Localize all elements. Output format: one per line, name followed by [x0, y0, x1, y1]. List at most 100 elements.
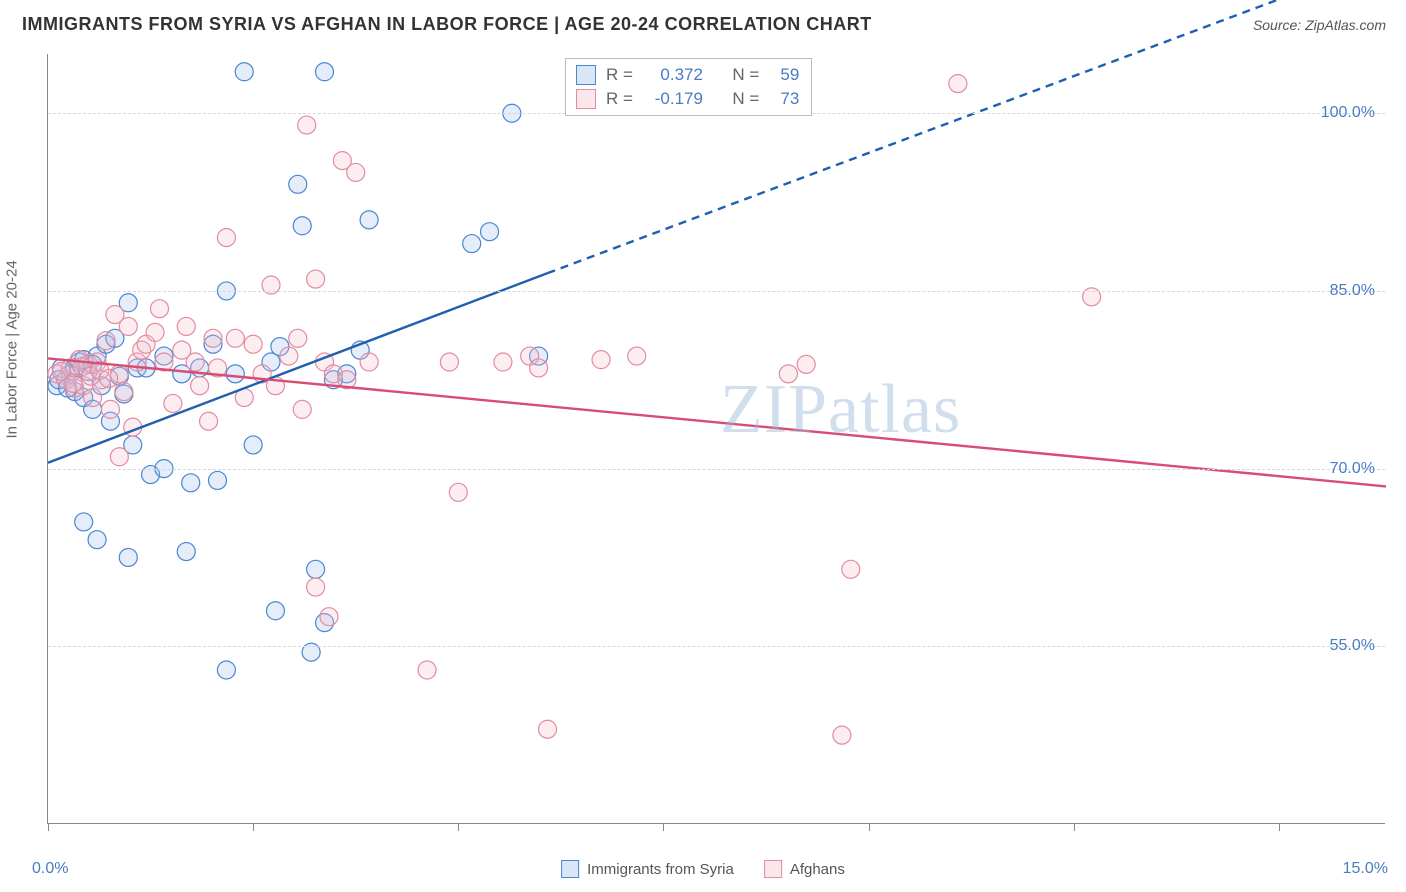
- corr-n-label: N =: [732, 89, 759, 109]
- legend-swatch: [576, 89, 596, 109]
- scatter-point: [217, 229, 235, 247]
- scatter-point: [217, 661, 235, 679]
- scatter-point: [226, 365, 244, 383]
- scatter-point: [307, 578, 325, 596]
- scatter-point: [84, 389, 102, 407]
- y-tick-label: 55.0%: [1330, 637, 1375, 655]
- gridline-h: [48, 646, 1385, 647]
- legend-swatch: [576, 65, 596, 85]
- scatter-point: [530, 359, 548, 377]
- scatter-point: [293, 217, 311, 235]
- corr-n-value: 59: [769, 65, 799, 85]
- chart-title: IMMIGRANTS FROM SYRIA VS AFGHAN IN LABOR…: [22, 14, 872, 35]
- scatter-point: [298, 116, 316, 134]
- scatter-point: [266, 602, 284, 620]
- corr-r-value: 0.372: [643, 65, 703, 85]
- scatter-point: [97, 332, 115, 350]
- scatter-point: [186, 353, 204, 371]
- x-tick: [1279, 823, 1280, 831]
- legend-label: Afghans: [790, 861, 845, 878]
- scatter-point: [200, 412, 218, 430]
- x-tick: [48, 823, 49, 831]
- y-axis-label: In Labor Force | Age 20-24: [4, 260, 21, 438]
- chart-svg: [48, 54, 1385, 823]
- x-tick: [1074, 823, 1075, 831]
- scatter-point: [100, 370, 118, 388]
- scatter-point: [307, 560, 325, 578]
- scatter-point: [75, 513, 93, 531]
- gridline-h: [48, 291, 1385, 292]
- scatter-point: [119, 548, 137, 566]
- corr-r-label: R =: [606, 89, 633, 109]
- series-legend: Immigrants from Syria Afghans: [561, 860, 845, 878]
- scatter-point: [119, 317, 137, 335]
- scatter-point: [539, 720, 557, 738]
- legend-swatch: [764, 860, 782, 878]
- y-tick-label: 100.0%: [1321, 104, 1375, 122]
- scatter-point: [235, 63, 253, 81]
- scatter-point: [842, 560, 860, 578]
- scatter-point: [347, 163, 365, 181]
- scatter-point: [481, 223, 499, 241]
- x-tick: [869, 823, 870, 831]
- legend-swatch: [561, 860, 579, 878]
- scatter-point: [146, 323, 164, 341]
- trend-line: [48, 358, 1386, 486]
- corr-legend-row: R = 0.372 N = 59: [576, 63, 799, 87]
- chart-source: Source: ZipAtlas.com: [1253, 17, 1386, 33]
- scatter-point: [244, 335, 262, 353]
- scatter-point: [833, 726, 851, 744]
- x-tick: [663, 823, 664, 831]
- y-tick-label: 70.0%: [1330, 460, 1375, 478]
- scatter-point: [628, 347, 646, 365]
- scatter-point: [280, 347, 298, 365]
- scatter-point: [208, 471, 226, 489]
- scatter-point: [177, 543, 195, 561]
- scatter-point: [949, 75, 967, 93]
- scatter-point: [164, 394, 182, 412]
- scatter-point: [182, 474, 200, 492]
- scatter-point: [101, 400, 119, 418]
- x-tick: [458, 823, 459, 831]
- scatter-point: [316, 63, 334, 81]
- legend-item: Afghans: [764, 860, 845, 878]
- legend-label: Immigrants from Syria: [587, 861, 734, 878]
- scatter-point: [226, 329, 244, 347]
- scatter-point: [307, 270, 325, 288]
- correlation-legend: R = 0.372 N = 59 R = -0.179 N = 73: [565, 58, 812, 116]
- x-axis-min-label: 0.0%: [32, 860, 68, 878]
- scatter-point: [88, 531, 106, 549]
- scatter-point: [449, 483, 467, 501]
- scatter-point: [293, 400, 311, 418]
- scatter-point: [779, 365, 797, 383]
- scatter-point: [494, 353, 512, 371]
- x-tick: [253, 823, 254, 831]
- scatter-point: [440, 353, 458, 371]
- scatter-point: [360, 211, 378, 229]
- scatter-point: [592, 351, 610, 369]
- scatter-point: [463, 235, 481, 253]
- scatter-point: [191, 377, 209, 395]
- scatter-point: [110, 448, 128, 466]
- legend-item: Immigrants from Syria: [561, 860, 734, 878]
- corr-n-label: N =: [732, 65, 759, 85]
- corr-r-value: -0.179: [643, 89, 703, 109]
- scatter-point: [418, 661, 436, 679]
- scatter-point: [151, 300, 169, 318]
- scatter-point: [289, 329, 307, 347]
- scatter-point: [797, 355, 815, 373]
- chart-plot-area: 55.0% 70.0% 85.0% 100.0%: [47, 54, 1385, 824]
- corr-r-label: R =: [606, 65, 633, 85]
- scatter-point: [177, 317, 195, 335]
- corr-legend-row: R = -0.179 N = 73: [576, 87, 799, 111]
- scatter-point: [360, 353, 378, 371]
- scatter-point: [244, 436, 262, 454]
- x-axis-max-label: 15.0%: [1343, 860, 1388, 878]
- scatter-point: [289, 175, 307, 193]
- scatter-point: [115, 383, 133, 401]
- scatter-point: [204, 329, 222, 347]
- scatter-point: [64, 374, 82, 392]
- y-tick-label: 85.0%: [1330, 282, 1375, 300]
- corr-n-value: 73: [769, 89, 799, 109]
- scatter-point: [320, 608, 338, 626]
